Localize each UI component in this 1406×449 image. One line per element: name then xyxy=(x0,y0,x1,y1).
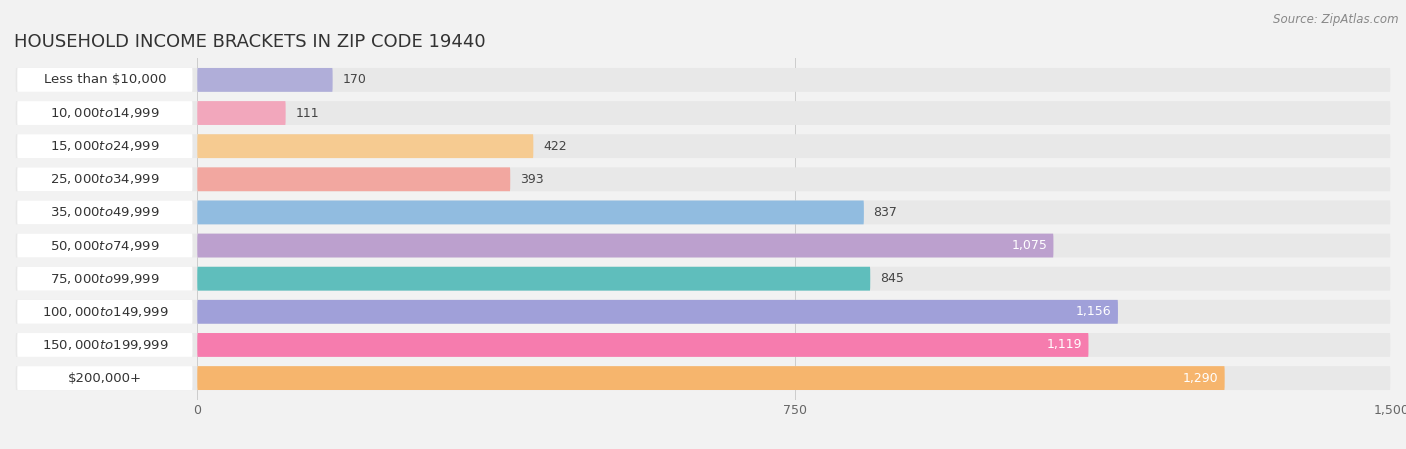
Text: 1,119: 1,119 xyxy=(1046,339,1083,352)
Text: Less than $10,000: Less than $10,000 xyxy=(44,73,166,86)
FancyBboxPatch shape xyxy=(17,233,193,257)
FancyBboxPatch shape xyxy=(197,366,1225,390)
FancyBboxPatch shape xyxy=(15,134,1391,158)
Text: $150,000 to $199,999: $150,000 to $199,999 xyxy=(42,338,169,352)
FancyBboxPatch shape xyxy=(15,267,1391,291)
FancyBboxPatch shape xyxy=(15,233,1391,257)
Text: $15,000 to $24,999: $15,000 to $24,999 xyxy=(51,139,160,153)
Text: HOUSEHOLD INCOME BRACKETS IN ZIP CODE 19440: HOUSEHOLD INCOME BRACKETS IN ZIP CODE 19… xyxy=(14,33,485,51)
Text: 837: 837 xyxy=(873,206,897,219)
FancyBboxPatch shape xyxy=(17,300,193,324)
FancyBboxPatch shape xyxy=(17,167,193,191)
FancyBboxPatch shape xyxy=(17,333,193,357)
Text: 845: 845 xyxy=(880,272,904,285)
Text: 422: 422 xyxy=(543,140,567,153)
FancyBboxPatch shape xyxy=(15,366,1391,390)
Text: $50,000 to $74,999: $50,000 to $74,999 xyxy=(51,238,160,252)
Text: $25,000 to $34,999: $25,000 to $34,999 xyxy=(51,172,160,186)
FancyBboxPatch shape xyxy=(15,201,1391,224)
Text: $100,000 to $149,999: $100,000 to $149,999 xyxy=(42,305,169,319)
FancyBboxPatch shape xyxy=(17,201,193,224)
Text: 170: 170 xyxy=(342,73,366,86)
FancyBboxPatch shape xyxy=(17,267,193,291)
Text: $10,000 to $14,999: $10,000 to $14,999 xyxy=(51,106,160,120)
FancyBboxPatch shape xyxy=(15,333,1391,357)
FancyBboxPatch shape xyxy=(197,267,870,291)
Text: $75,000 to $99,999: $75,000 to $99,999 xyxy=(51,272,160,286)
FancyBboxPatch shape xyxy=(17,134,193,158)
FancyBboxPatch shape xyxy=(15,300,1391,324)
Text: $200,000+: $200,000+ xyxy=(67,372,142,385)
Text: 393: 393 xyxy=(520,173,544,186)
FancyBboxPatch shape xyxy=(15,101,1391,125)
Text: 1,075: 1,075 xyxy=(1011,239,1047,252)
FancyBboxPatch shape xyxy=(197,300,1118,324)
FancyBboxPatch shape xyxy=(15,68,1391,92)
FancyBboxPatch shape xyxy=(17,68,193,92)
FancyBboxPatch shape xyxy=(17,101,193,125)
FancyBboxPatch shape xyxy=(15,167,1391,191)
FancyBboxPatch shape xyxy=(197,134,533,158)
Text: Source: ZipAtlas.com: Source: ZipAtlas.com xyxy=(1274,13,1399,26)
FancyBboxPatch shape xyxy=(197,101,285,125)
FancyBboxPatch shape xyxy=(197,167,510,191)
Text: $35,000 to $49,999: $35,000 to $49,999 xyxy=(51,206,160,220)
FancyBboxPatch shape xyxy=(197,233,1053,257)
Text: 1,290: 1,290 xyxy=(1182,372,1219,385)
FancyBboxPatch shape xyxy=(197,201,863,224)
Text: 111: 111 xyxy=(295,106,319,119)
FancyBboxPatch shape xyxy=(17,366,193,390)
FancyBboxPatch shape xyxy=(197,333,1088,357)
Text: 1,156: 1,156 xyxy=(1076,305,1112,318)
FancyBboxPatch shape xyxy=(197,68,333,92)
